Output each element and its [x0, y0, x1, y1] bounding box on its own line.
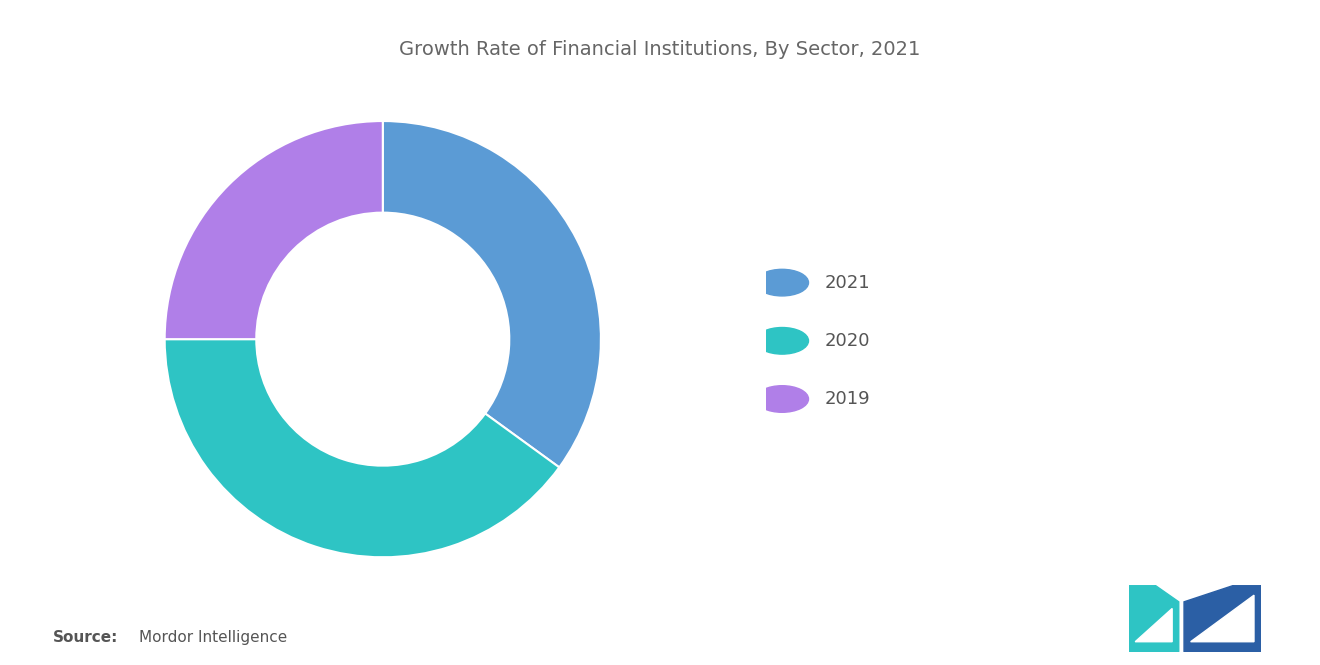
Text: 2021: 2021	[825, 273, 871, 292]
Wedge shape	[383, 121, 601, 467]
Text: Growth Rate of Financial Institutions, By Sector, 2021: Growth Rate of Financial Institutions, B…	[400, 40, 920, 59]
Wedge shape	[165, 121, 383, 339]
Polygon shape	[1135, 608, 1172, 642]
Text: Source:: Source:	[53, 630, 119, 645]
Circle shape	[755, 269, 808, 296]
Polygon shape	[1191, 595, 1254, 642]
Text: 2019: 2019	[825, 390, 871, 408]
Circle shape	[755, 386, 808, 412]
Polygon shape	[1129, 585, 1179, 652]
Circle shape	[755, 327, 808, 354]
Polygon shape	[1184, 585, 1261, 652]
Text: 2020: 2020	[825, 332, 870, 350]
Text: Mordor Intelligence: Mordor Intelligence	[139, 630, 286, 645]
Wedge shape	[165, 339, 560, 557]
